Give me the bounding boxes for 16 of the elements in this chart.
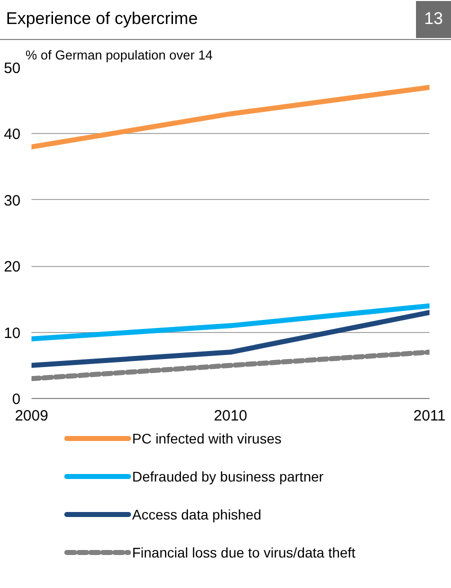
x-tick-label: 2010 — [214, 408, 248, 424]
y-tick-label: 30 — [4, 192, 21, 210]
y-tick-label: 20 — [4, 258, 21, 276]
y-tick-label: 10 — [4, 324, 21, 342]
legend-label: Financial loss due to virus/data theft — [132, 544, 356, 560]
legend-label: Defrauded by business partner — [132, 468, 324, 484]
x-tick-label: 2009 — [14, 408, 48, 424]
y-tick-label: 0 — [12, 391, 20, 408]
text: 13 — [416, 1, 451, 38]
chart-subtitle: % of German population over 14 — [26, 48, 213, 62]
chart-title: Experience of cybercrime — [5, 8, 198, 30]
x-tick-label: 2011 — [413, 408, 446, 424]
y-tick-label: 40 — [4, 126, 21, 144]
y-tick-label: 50 — [4, 60, 21, 77]
legend-label: PC infected with viruses — [132, 430, 282, 446]
legend-label: Access data phished — [132, 506, 262, 522]
